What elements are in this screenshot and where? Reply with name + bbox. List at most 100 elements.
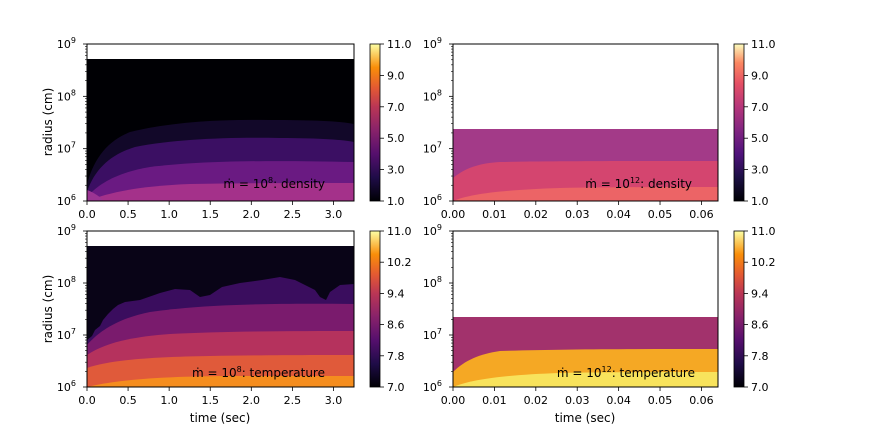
x-tick-label: 0.5 bbox=[119, 394, 137, 407]
colorbar-tick-label: 10.2 bbox=[751, 256, 776, 269]
colorbar: 7.0 7.8 8.6 9.4 10.2 11.0 bbox=[369, 225, 412, 394]
y-axis-label-bottom: radius (cm) bbox=[41, 275, 55, 344]
colorbar-tick-label: 11.0 bbox=[751, 38, 776, 51]
x-tick-label: 0.00 bbox=[441, 394, 466, 407]
x-ticks: 0.00 0.01 0.02 0.03 0.04 0.05 0.06 bbox=[441, 387, 714, 407]
colorbar-tick-label: 8.6 bbox=[751, 319, 769, 332]
colorbar-tick-label: 9.4 bbox=[751, 287, 769, 300]
colorbar-tick-label: 9.4 bbox=[387, 287, 405, 300]
y-tick-label: 107 bbox=[423, 327, 442, 342]
x-tick-label: 0.06 bbox=[689, 208, 714, 221]
x-tick-label: 0.01 bbox=[482, 208, 507, 221]
colorbar: 7.0 7.8 8.6 9.4 10.2 11.0 bbox=[733, 225, 776, 394]
y-tick-label: 108 bbox=[57, 275, 76, 290]
x-tick-label: 2.5 bbox=[284, 208, 302, 221]
colorbar-tick-label: 9.0 bbox=[751, 69, 769, 82]
colorbar-tick-label: 11.0 bbox=[387, 225, 412, 238]
y-tick-label: 106 bbox=[57, 379, 76, 394]
x-tick-label: 2.5 bbox=[284, 394, 302, 407]
y-tick-label: 106 bbox=[57, 193, 76, 208]
colorbar-tick-label: 7.8 bbox=[751, 350, 769, 363]
colorbar-gradient bbox=[370, 231, 380, 387]
colorbar-tick-label: 7.8 bbox=[387, 350, 405, 363]
x-tick-label: 0.02 bbox=[524, 208, 549, 221]
y-tick-label: 109 bbox=[57, 36, 76, 51]
colorbar: 1.0 3.0 5.0 7.0 9.0 11.0 bbox=[733, 38, 776, 208]
colorbar: 1.0 3.0 5.0 7.0 9.0 11.0 bbox=[369, 38, 412, 208]
y-tick-label: 106 bbox=[423, 379, 442, 394]
x-ticks: 0.00 0.01 0.02 0.03 0.04 0.05 0.06 bbox=[441, 201, 714, 221]
y-tick-label: 109 bbox=[423, 36, 442, 51]
colorbar-tick-label: 5.0 bbox=[387, 132, 405, 145]
y-ticks: 106 107 108 109 bbox=[57, 223, 87, 394]
colorbar-gradient bbox=[370, 44, 380, 201]
heatmap-field bbox=[87, 231, 354, 387]
colorbar-tick-label: 7.0 bbox=[751, 101, 769, 114]
y-tick-label: 106 bbox=[423, 193, 442, 208]
x-tick-label: 0.04 bbox=[606, 208, 631, 221]
colorbar-tick-label: 5.0 bbox=[751, 132, 769, 145]
y-tick-label: 107 bbox=[57, 327, 76, 342]
colorbar-tick-label: 3.0 bbox=[387, 164, 405, 177]
x-tick-label: 0.5 bbox=[119, 208, 137, 221]
x-tick-label: 0.0 bbox=[78, 394, 96, 407]
panel-label: ṁ = 108: temperature bbox=[192, 365, 325, 380]
x-tick-label: 0.03 bbox=[565, 208, 590, 221]
panel-temperature-mdot-1e8: 0.0 0.5 1.0 1.5 2.0 2.5 3.0 106 107 108 109 ṁ = 1… bbox=[57, 223, 412, 407]
axes-frame bbox=[452, 230, 719, 388]
x-tick-label: 2.0 bbox=[243, 394, 261, 407]
x-tick-label: 1.0 bbox=[160, 208, 178, 221]
y-tick-label: 108 bbox=[423, 88, 442, 103]
x-tick-label: 1.5 bbox=[201, 208, 219, 221]
x-ticks: 0.0 0.5 1.0 1.5 2.0 2.5 3.0 bbox=[78, 387, 342, 407]
heatmap-field bbox=[453, 44, 718, 201]
colorbar-gradient bbox=[734, 44, 744, 201]
colorbar-tick-label: 1.0 bbox=[387, 195, 405, 208]
colorbar-tick-label: 9.0 bbox=[387, 69, 405, 82]
colorbar-tick-label: 7.0 bbox=[751, 381, 769, 394]
x-tick-label: 0.0 bbox=[78, 208, 96, 221]
y-tick-label: 107 bbox=[57, 141, 76, 156]
colorbar-gradient bbox=[734, 231, 744, 387]
y-tick-label: 108 bbox=[57, 88, 76, 103]
x-tick-label: 0.05 bbox=[648, 394, 673, 407]
colorbar-tick-label: 11.0 bbox=[751, 225, 776, 238]
x-tick-label: 0.03 bbox=[565, 394, 590, 407]
panel-label: ṁ = 1012: temperature bbox=[557, 365, 695, 380]
colorbar-tick-label: 7.0 bbox=[387, 381, 405, 394]
heatmap-field bbox=[453, 231, 718, 387]
x-tick-label: 0.02 bbox=[524, 394, 549, 407]
y-ticks: 106 107 108 109 bbox=[423, 223, 453, 394]
x-axis-label-right: time (sec) bbox=[555, 411, 616, 425]
y-axis-label-top: radius (cm) bbox=[41, 88, 55, 157]
x-tick-label: 0.04 bbox=[606, 394, 631, 407]
colorbar-tick-label: 10.2 bbox=[387, 256, 412, 269]
colorbar-tick-label: 11.0 bbox=[387, 38, 412, 51]
x-tick-label: 0.01 bbox=[482, 394, 507, 407]
colorbar-tick-label: 7.0 bbox=[387, 101, 405, 114]
x-tick-label: 3.0 bbox=[325, 208, 343, 221]
x-tick-label: 3.0 bbox=[325, 394, 343, 407]
heatmap-field bbox=[87, 44, 354, 201]
x-tick-label: 1.0 bbox=[160, 394, 178, 407]
panel-label: ṁ = 1012: density bbox=[585, 176, 692, 191]
y-tick-label: 108 bbox=[423, 275, 442, 290]
panel-density-mdot-1e12: 0.00 0.01 0.02 0.03 0.04 0.05 0.06 10610710810… bbox=[423, 36, 776, 221]
axes-frame bbox=[452, 43, 719, 202]
panel-density-mdot-1e8: 0.0 0.5 1.0 1.5 2.0 2.5 3.0 106 107 108 109 ṁ = 1… bbox=[57, 36, 412, 221]
x-tick-label: 0.06 bbox=[689, 394, 714, 407]
colorbar-tick-label: 3.0 bbox=[751, 164, 769, 177]
x-ticks: 0.0 0.5 1.0 1.5 2.0 2.5 3.0 bbox=[78, 201, 342, 221]
panel-temperature-mdot-1e12: 0.00 0.01 0.02 0.03 0.04 0.05 0.06 106 107 108 10… bbox=[423, 223, 776, 407]
colorbar-tick-label: 1.0 bbox=[751, 195, 769, 208]
y-ticks: 106 107 108 109 bbox=[57, 36, 87, 208]
y-tick-label: 109 bbox=[57, 223, 76, 238]
colorbar-tick-label: 8.6 bbox=[387, 319, 405, 332]
y-tick-label: 107 bbox=[423, 141, 442, 156]
x-axis-label-left: time (sec) bbox=[190, 411, 251, 425]
x-tick-label: 0.00 bbox=[441, 208, 466, 221]
panel-label: ṁ = 108: density bbox=[223, 176, 325, 191]
y-ticks: 106 107 108 109 bbox=[423, 36, 453, 208]
x-tick-label: 0.05 bbox=[648, 208, 673, 221]
